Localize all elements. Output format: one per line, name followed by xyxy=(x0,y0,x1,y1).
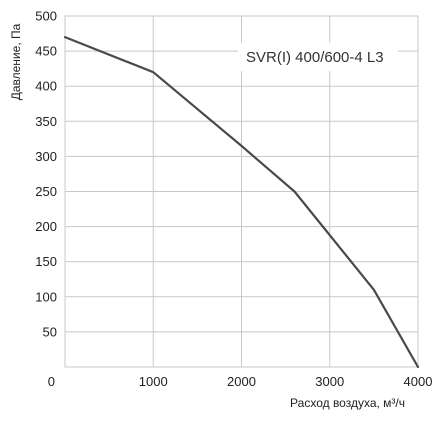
y-tick-label: 250 xyxy=(35,184,57,199)
plot-frame xyxy=(64,15,419,368)
annotation-background xyxy=(238,43,398,71)
x-axis-label: Расход воздуха, м³/ч xyxy=(290,396,405,410)
y-axis-label: Давление, Па xyxy=(9,23,23,100)
y-tick-label: 500 xyxy=(35,9,57,24)
x-tick-label: 1000 xyxy=(139,374,168,389)
y-tick-label: 100 xyxy=(35,289,57,304)
x-tick-label: 3000 xyxy=(315,374,344,389)
chart-annotation: SVR(I) 400/600-4 L3 xyxy=(246,49,384,66)
y-tick-label: 50 xyxy=(43,324,57,339)
y-tick-label: 450 xyxy=(35,44,57,59)
y-tick-label: 150 xyxy=(35,254,57,269)
x-tick-label: 0 xyxy=(48,374,55,389)
series-line xyxy=(63,35,420,369)
y-tick-label: 200 xyxy=(35,219,57,234)
x-axis-ticks: 0 1000 2000 3000 4000 xyxy=(48,374,433,389)
x-tick-label: 4000 xyxy=(404,374,433,389)
x-tick-label: 2000 xyxy=(227,374,256,389)
y-tick-label: 300 xyxy=(35,149,57,164)
y-tick-label: 400 xyxy=(35,79,57,94)
y-axis-ticks: 50 100 150 200 250 300 350 400 450 500 xyxy=(35,9,57,340)
series-layer xyxy=(63,35,420,369)
y-tick-label: 350 xyxy=(35,114,57,129)
